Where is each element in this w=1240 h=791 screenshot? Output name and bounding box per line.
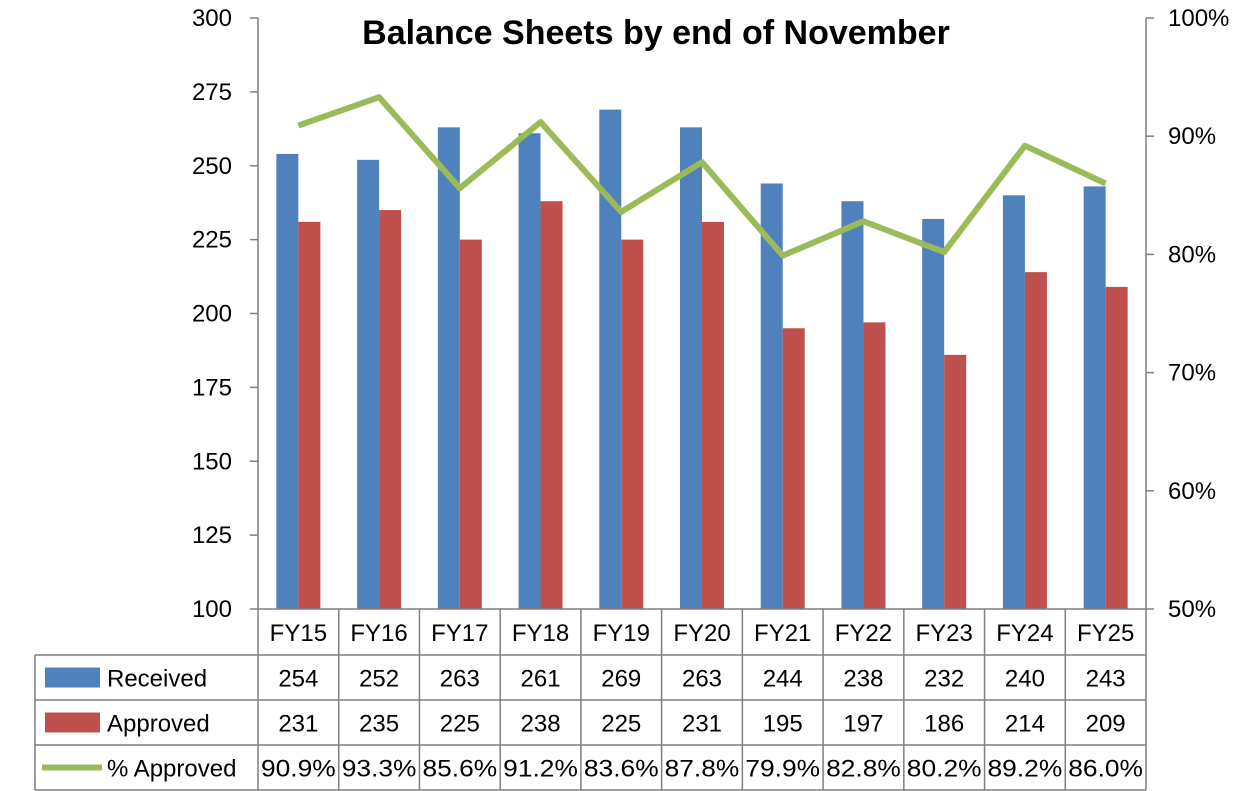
data-label-pct-approved: 82.8% xyxy=(826,756,901,783)
bar-received xyxy=(518,133,541,609)
bar-received xyxy=(437,127,460,610)
x-tick-label: FY18 xyxy=(512,620,569,647)
data-label-approved: 186 xyxy=(924,711,964,738)
y-tick-label-left: 250 xyxy=(192,153,232,180)
x-tick-label: FY17 xyxy=(431,620,488,647)
y-tick-label-right: 100% xyxy=(1168,5,1229,32)
data-label-pct-approved: 89.2% xyxy=(988,756,1063,783)
data-label-received: 254 xyxy=(278,666,318,693)
bar-received xyxy=(680,127,702,610)
data-label-received: 243 xyxy=(1086,666,1126,693)
data-label-pct-approved: 83.6% xyxy=(584,756,659,783)
data-label-approved: 214 xyxy=(1005,711,1045,738)
bar-approved xyxy=(379,210,402,609)
bar-approved xyxy=(863,322,886,609)
data-label-received: 238 xyxy=(843,666,883,693)
bar-approved xyxy=(782,328,805,609)
data-label-approved: 197 xyxy=(843,711,883,738)
data-label-pct-approved: 80.2% xyxy=(907,756,982,783)
bar-approved xyxy=(621,239,644,609)
data-label-approved: 225 xyxy=(601,711,641,738)
x-tick-label: FY16 xyxy=(350,620,407,647)
data-label-approved: 231 xyxy=(682,711,722,738)
y-tick-label-left: 100 xyxy=(192,596,232,623)
data-label-approved: 225 xyxy=(440,711,480,738)
x-tick-label: FY19 xyxy=(593,620,650,647)
x-tick-label: FY20 xyxy=(673,620,730,647)
y-tick-label-left: 200 xyxy=(192,301,232,328)
bar-approved xyxy=(298,221,321,609)
bar-approved xyxy=(459,239,482,609)
bar-approved xyxy=(1024,272,1047,609)
bar-received xyxy=(760,183,783,610)
data-label-pct-approved: 93.3% xyxy=(342,756,417,783)
data-label-approved: 195 xyxy=(763,711,803,738)
legend-label-pct-approved: % Approved xyxy=(107,756,236,783)
plot-area xyxy=(276,94,1128,610)
bar-received xyxy=(599,109,622,609)
chart-title: Balance Sheets by end of November xyxy=(362,14,950,52)
line-pct-approved xyxy=(297,94,1107,259)
bar-approved xyxy=(702,221,724,609)
bar-approved xyxy=(540,201,563,609)
bar-received xyxy=(276,153,299,609)
y-tick-label-left: 150 xyxy=(192,448,232,475)
bar-received xyxy=(841,201,864,609)
data-label-pct-approved: 85.6% xyxy=(422,756,497,783)
bar-received xyxy=(922,218,945,609)
axes: 100 125 150 175 200 225 250 275 300 50% 60% 70% 80% 9… xyxy=(192,5,1229,623)
data-label-received: 261 xyxy=(521,666,561,693)
y-tick-label-left: 300 xyxy=(192,5,232,32)
y-tick-label-right: 90% xyxy=(1168,123,1216,150)
legend-label-approved: Approved xyxy=(107,711,210,738)
bar-received xyxy=(1002,195,1025,610)
data-label-received: 263 xyxy=(682,666,722,693)
bar-received xyxy=(357,159,380,609)
x-tick-label: FY15 xyxy=(270,620,327,647)
legend-swatch-approved xyxy=(45,712,100,733)
data-label-approved: 209 xyxy=(1086,711,1126,738)
data-label-approved: 238 xyxy=(521,711,561,738)
y-tick-label-left: 275 xyxy=(192,79,232,106)
data-label-approved: 231 xyxy=(278,711,318,738)
data-label-received: 269 xyxy=(601,666,641,693)
data-label-received: 244 xyxy=(763,666,803,693)
x-tick-label: FY25 xyxy=(1077,620,1134,647)
data-label-pct-approved: 90.9% xyxy=(261,756,336,783)
data-label-received: 252 xyxy=(359,666,399,693)
legend-swatch-received xyxy=(45,667,100,688)
data-label-pct-approved: 91.2% xyxy=(503,756,578,783)
data-label-received: 240 xyxy=(1005,666,1045,693)
y-tick-label-left: 225 xyxy=(192,227,232,254)
y-tick-label-left: 125 xyxy=(192,522,232,549)
x-tick-label: FY21 xyxy=(754,620,811,647)
data-label-pct-approved: 79.9% xyxy=(745,756,820,783)
y-tick-label-right: 80% xyxy=(1168,241,1216,268)
x-tick-label: FY24 xyxy=(996,620,1053,647)
legend-label-received: Received xyxy=(107,666,207,693)
bar-approved xyxy=(1105,286,1128,609)
y-tick-label-right: 50% xyxy=(1168,596,1216,623)
x-tick-label: FY22 xyxy=(835,620,892,647)
data-label-pct-approved: 86.0% xyxy=(1068,756,1143,783)
x-tick-label: FY23 xyxy=(915,620,972,647)
data-label-pct-approved: 87.8% xyxy=(665,756,740,783)
bar-received xyxy=(1083,186,1106,609)
data-table: FY15 FY16 FY17 FY18 FY19 FY20 FY21 FY22 FY23 FY24… xyxy=(34,608,1147,791)
data-label-received: 263 xyxy=(440,666,480,693)
y-tick-label-right: 70% xyxy=(1168,360,1216,387)
y-tick-label-left: 175 xyxy=(192,374,232,401)
data-label-approved: 235 xyxy=(359,711,399,738)
bar-approved xyxy=(944,354,967,609)
y-tick-label-right: 60% xyxy=(1168,478,1216,505)
data-label-received: 232 xyxy=(924,666,964,693)
